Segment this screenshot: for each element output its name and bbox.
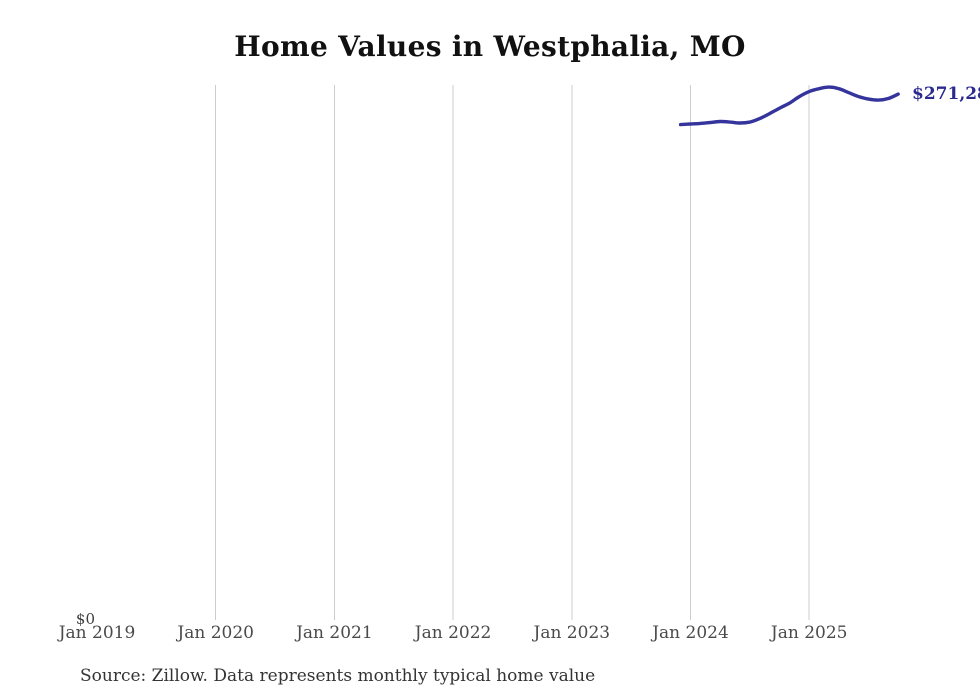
x-tick-label-jan-2021: Jan 2021	[296, 623, 373, 643]
x-tick-label-jan-2023: Jan 2023	[533, 623, 611, 643]
x-tick-label-jan-2022: Jan 2022	[414, 623, 492, 643]
x-tick-label-jan-2019: Jan 2019	[58, 623, 136, 643]
y-axis-zero-label: $0	[75, 610, 95, 628]
x-tick-label-jan-2024: Jan 2024	[652, 623, 729, 643]
source-note: Source: Zillow. Data represents monthly …	[80, 666, 596, 686]
x-tick-label-jan-2020: Jan 2020	[177, 623, 254, 643]
latest-value-label: $271,28	[912, 85, 980, 104]
home-value-series-line	[678, 85, 900, 127]
x-tick-label-jan-2025: Jan 2025	[770, 623, 848, 643]
chart-title: Home Values in Westphalia, MO	[234, 30, 746, 63]
